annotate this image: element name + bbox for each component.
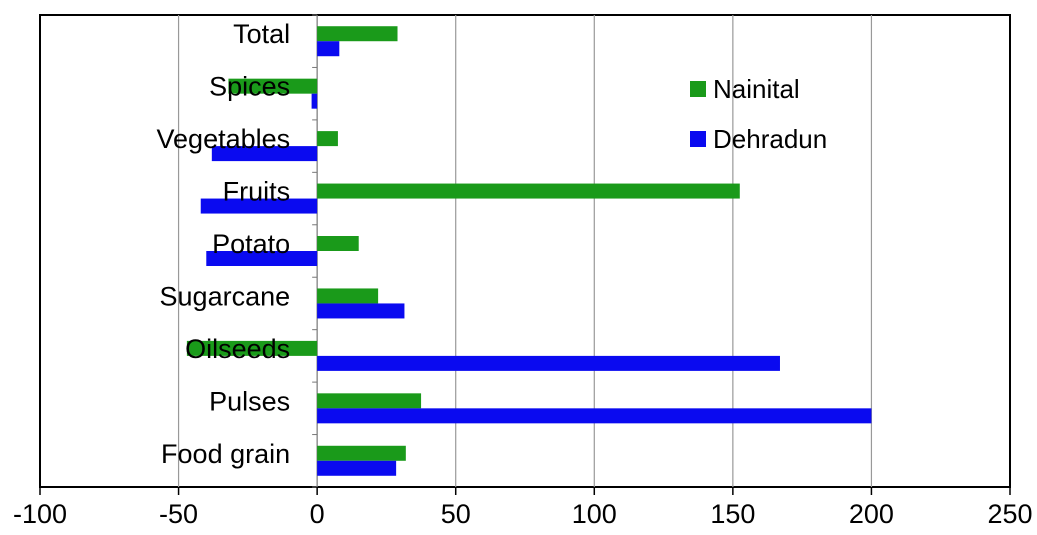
- x-tick-label: 100: [572, 499, 617, 529]
- x-axis: -100 -50 0 50 100 150 200 250: [13, 487, 1033, 529]
- category-label: Sugarcane: [160, 281, 291, 311]
- category-label: Oilseeds: [185, 334, 290, 364]
- x-tick-label: -100: [13, 499, 67, 529]
- bar-nainital-pulses: [317, 393, 422, 409]
- category-label: Vegetables: [157, 124, 291, 154]
- legend-swatch: [690, 81, 706, 97]
- bar-dehradun-fruits: [200, 198, 318, 214]
- bar-dehradun-pulses: [317, 408, 872, 424]
- bar-nainital-oilseeds: [186, 340, 318, 356]
- x-tick-label: 200: [849, 499, 894, 529]
- bar-dehradun-oilseeds: [317, 355, 780, 371]
- bar-nainital-spices: [228, 78, 318, 94]
- category-labels: Food grain Pulses Oilseeds Sugarcane Potato F…: [157, 19, 291, 469]
- x-tick-label: 250: [987, 499, 1032, 529]
- bar-nainital-total: [317, 26, 398, 42]
- x-tick-label: 150: [710, 499, 755, 529]
- category-label: Total: [233, 19, 290, 49]
- bar-nainital-vegetables: [317, 131, 338, 147]
- bar-dehradun-spices: [311, 93, 318, 109]
- category-label: Potato: [212, 229, 290, 259]
- bar-dehradun-potato: [206, 251, 318, 266]
- legend-label: Nainital: [713, 74, 800, 104]
- bar-series: [186, 26, 872, 476]
- legend-label: Dehradun: [713, 124, 827, 154]
- bar-dehradun-sugarcane: [317, 303, 405, 319]
- category-label: Fruits: [223, 177, 291, 207]
- category-label: Pulses: [209, 386, 290, 416]
- x-tick-label: 50: [441, 499, 471, 529]
- category-label: Food grain: [161, 439, 290, 469]
- bar-nainital-fruits: [317, 183, 740, 199]
- x-tick-label: -50: [159, 499, 198, 529]
- legend: Nainital Dehradun: [690, 74, 827, 154]
- x-tick-label: 0: [310, 499, 325, 529]
- bar-dehradun-food-grain: [317, 460, 397, 476]
- bar-nainital-food-grain: [317, 445, 406, 461]
- category-label: Spices: [209, 72, 290, 102]
- bar-nainital-potato: [317, 236, 359, 251]
- bar-dehradun-total: [317, 41, 340, 57]
- bar-nainital-sugarcane: [317, 288, 379, 304]
- legend-swatch: [690, 131, 706, 147]
- bar-dehradun-vegetables: [211, 146, 318, 162]
